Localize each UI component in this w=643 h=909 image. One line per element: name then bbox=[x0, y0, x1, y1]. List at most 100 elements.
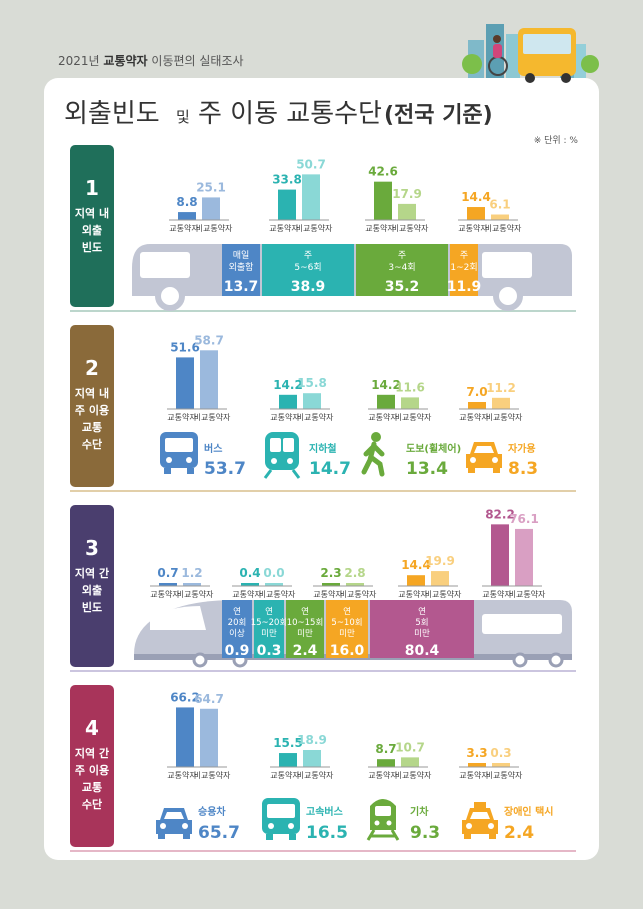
bar-value-label: 51.6 bbox=[170, 340, 200, 354]
mode-total-value: 13.4 bbox=[406, 459, 448, 479]
bar bbox=[322, 583, 340, 586]
section-badge-bg bbox=[70, 505, 114, 667]
frequency-category-label: 미만 bbox=[297, 629, 313, 639]
bus-side-window bbox=[482, 252, 532, 278]
frequency-total-value: 38.9 bbox=[291, 279, 326, 295]
icon-window bbox=[474, 446, 494, 453]
title-bold: (전국 기준) bbox=[384, 103, 493, 128]
frequency-category-label: 3~4회 bbox=[388, 262, 415, 273]
tree-shape bbox=[581, 55, 599, 73]
section-label-line: 수단 bbox=[82, 797, 102, 811]
series-label: 비교통약자 bbox=[509, 589, 546, 599]
title-and: 및 bbox=[176, 108, 190, 126]
unit-note: ※ 단위 : % bbox=[534, 135, 579, 146]
frequency-panel-bg bbox=[222, 600, 252, 658]
series-label: 교통약자 bbox=[365, 223, 395, 233]
section-number: 2 bbox=[85, 356, 99, 380]
bar bbox=[401, 397, 419, 409]
frequency-panel-bg bbox=[222, 244, 260, 296]
series-label: 교통약자 bbox=[459, 770, 489, 780]
frequency-category-label: 연 bbox=[418, 607, 426, 617]
taxi-sign bbox=[474, 802, 486, 808]
icon-wheel bbox=[266, 834, 273, 840]
bus-side-wheel bbox=[493, 281, 523, 311]
icon-wheel bbox=[158, 834, 165, 839]
series-label: 비교통약자 bbox=[340, 589, 377, 599]
mode-total-value: 8.3 bbox=[508, 459, 538, 479]
frequency-category-label: 15~20회 bbox=[251, 618, 288, 628]
bar-value-label: 76.1 bbox=[509, 512, 539, 526]
series-label: 교통약자 bbox=[232, 589, 262, 599]
series-label: 비교통약자 bbox=[395, 412, 432, 422]
express-bus-icon bbox=[262, 798, 300, 840]
icon-window bbox=[470, 812, 490, 819]
survey-year: 2021년 bbox=[58, 54, 100, 68]
frequency-category-label: 미만 bbox=[261, 629, 277, 639]
frequency-category-label: 주 bbox=[398, 250, 406, 261]
bar-value-label: 17.9 bbox=[392, 187, 422, 201]
section-label-line: 지역 간 bbox=[75, 746, 109, 760]
frequency-panel-bg bbox=[450, 244, 478, 296]
bar-value-label: 50.7 bbox=[296, 157, 326, 171]
bar bbox=[491, 214, 509, 220]
series-label: 비교통약자 bbox=[486, 770, 523, 780]
bar bbox=[303, 393, 321, 409]
frequency-category-label: 5회 bbox=[415, 618, 428, 628]
icon-window bbox=[164, 812, 184, 819]
icon-rail bbox=[263, 469, 301, 479]
frequency-panel: 주3~4회 35.2 bbox=[356, 244, 448, 296]
bar-chart-section-4: 66.2 교통약자 64.7 비교통약자 15.5 교통약자 18.9 비교통약자 8.7 교통약… bbox=[167, 690, 523, 780]
icon-wheel bbox=[187, 468, 194, 474]
series-label: 비교통약자 bbox=[486, 412, 523, 422]
section-number: 3 bbox=[85, 536, 99, 560]
icon-wheel bbox=[493, 468, 500, 473]
taxi-icon bbox=[462, 802, 498, 839]
mode-total-value: 2.4 bbox=[504, 823, 534, 843]
series-label: 비교통약자 bbox=[177, 589, 214, 599]
frequency-category-label: 매일 bbox=[233, 250, 250, 261]
icon-window bbox=[375, 806, 391, 816]
bar bbox=[183, 583, 201, 586]
series-label: 교통약자 bbox=[269, 223, 299, 233]
ktx-wheel bbox=[512, 652, 528, 668]
mode-total-value: 53.7 bbox=[204, 459, 246, 479]
series-label: 비교통약자 bbox=[259, 589, 296, 599]
series-label: 교통약자 bbox=[398, 589, 428, 599]
bar bbox=[200, 350, 218, 409]
mode-total-value: 65.7 bbox=[198, 823, 240, 843]
city-bus-wheelchair-illustration bbox=[462, 24, 599, 83]
icon-light bbox=[268, 823, 274, 829]
section-label-line: 외출 bbox=[82, 583, 102, 597]
icon-body bbox=[361, 441, 385, 477]
walking-person-icon bbox=[361, 432, 385, 477]
bar bbox=[241, 583, 259, 586]
bar bbox=[467, 207, 485, 220]
mode-label: 장애인 택시 bbox=[504, 805, 553, 818]
mode-label: 고속버스 bbox=[306, 805, 343, 818]
mode-label: 자가용 bbox=[508, 442, 536, 455]
frequency-category-label: 주 bbox=[460, 250, 468, 261]
bar bbox=[279, 394, 297, 409]
frequency-panel-bg bbox=[254, 600, 284, 658]
section-label-line: 빈도 bbox=[82, 240, 102, 254]
series-label: 교통약자 bbox=[482, 589, 512, 599]
section-divider bbox=[70, 490, 576, 492]
bar-value-label: 14.2 bbox=[273, 378, 303, 392]
bar bbox=[468, 402, 486, 409]
frequency-panel-bg bbox=[356, 244, 448, 296]
ktx-window bbox=[150, 606, 206, 630]
frequency-category-label: 연 bbox=[301, 607, 309, 617]
survey-name: 이동편의 실태조사 bbox=[151, 54, 244, 68]
series-label: 비교통약자 bbox=[425, 589, 462, 599]
bar-value-label: 2.8 bbox=[344, 566, 365, 580]
frequency-category-label: 1~2회 bbox=[450, 262, 477, 273]
section-label-line: 교통 bbox=[82, 781, 102, 794]
series-label: 비교통약자 bbox=[485, 223, 522, 233]
bar bbox=[159, 583, 177, 586]
bar-value-label: 66.2 bbox=[170, 690, 200, 704]
